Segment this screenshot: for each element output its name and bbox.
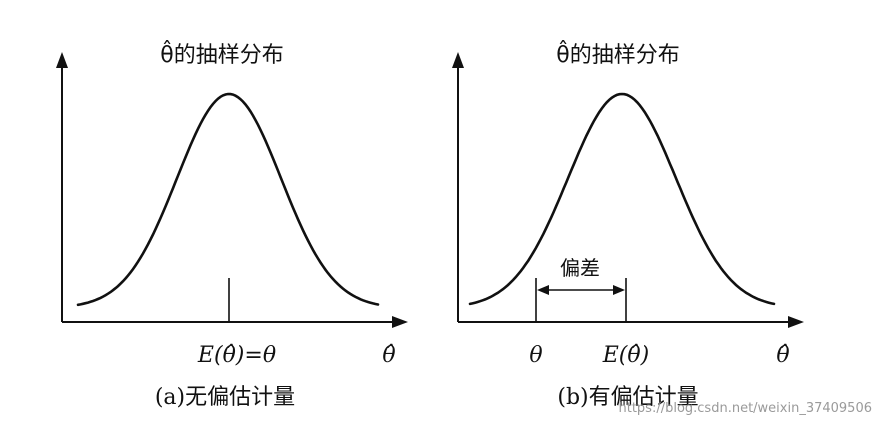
panel-b-distribution-curve: [468, 92, 776, 306]
panel-unbiased: θ̂的抽样分布 E(θ̂)=θ θ̂ (a)无偏估计量: [56, 41, 408, 410]
panel-b-bias-arrow: [537, 285, 625, 295]
panel-b-bias-arrow-right-head: [613, 285, 625, 295]
panel-b-x-arrowhead: [788, 316, 804, 328]
panel-a-distribution-curve: [76, 92, 380, 307]
panel-a-x-axis-label: θ̂: [382, 343, 395, 368]
panel-b-caption: (b)有偏估计量: [557, 385, 698, 410]
watermark-text: https://blog.csdn.net/weixin_37409506: [618, 401, 872, 416]
panel-b-center-label: E(θ̂): [602, 343, 649, 368]
panel-a-y-arrowhead: [56, 52, 68, 68]
panel-b-bias-label: 偏差: [560, 256, 600, 280]
panel-b-y-arrowhead: [452, 52, 464, 68]
panel-biased: 偏差 θ̂的抽样分布 θ E(θ̂) θ̂ (b)有偏估计量: [452, 41, 804, 410]
panel-a-caption: (a)无偏估计量: [155, 385, 295, 410]
panel-a-x-arrowhead: [392, 316, 408, 328]
panel-a-title: θ̂的抽样分布: [160, 41, 283, 68]
panel-a-center-label: E(θ̂)=θ: [197, 343, 276, 368]
panel-b-title: θ̂的抽样分布: [556, 41, 679, 68]
panel-b-bias-arrow-left-head: [537, 285, 549, 295]
panel-b-theta-label: θ: [529, 343, 542, 368]
panel-b-x-axis-label: θ̂: [776, 343, 789, 368]
